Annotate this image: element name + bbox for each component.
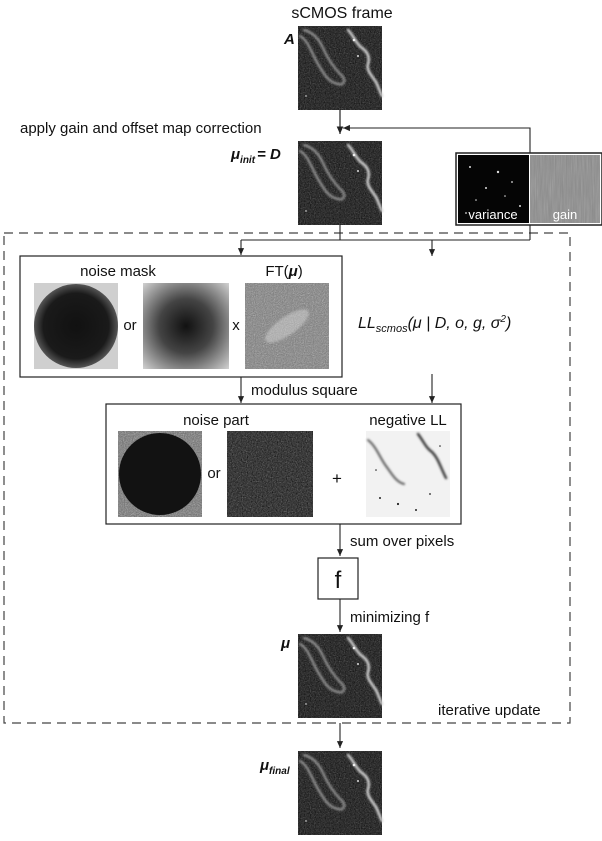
step-gain-offset: apply gain and offset map correction (20, 120, 262, 137)
frame-a-image (298, 26, 382, 110)
mu-final-label: μfinal (259, 757, 290, 777)
f-label: f (335, 567, 342, 594)
step-modulus: modulus square (251, 382, 358, 399)
variance-label: variance (468, 207, 517, 222)
noise-part-image-1 (118, 431, 202, 517)
mu-image (298, 634, 382, 718)
iterative-region (3, 232, 571, 724)
arrow-maps-to-correction (343, 124, 531, 154)
negative-ll-title: negative LL (369, 412, 447, 429)
gain-label: gain (553, 207, 578, 222)
calibration-maps: variance gain (455, 152, 602, 226)
times-label: x (232, 317, 240, 334)
ll-formula: LLscmos(μ | D, o, g, σ2) (358, 314, 511, 335)
negative-ll-image (366, 431, 450, 517)
frame-a-label: A (283, 31, 295, 48)
mu-init-image (298, 141, 382, 225)
plus-label: + (332, 469, 342, 488)
or-label-1: or (123, 317, 136, 334)
mu-final-image (298, 751, 382, 835)
noise-mask-title: noise mask (80, 263, 156, 280)
ft-mu-label: FT(μ) (265, 263, 302, 280)
f-box (317, 557, 359, 600)
ft-image (245, 283, 329, 369)
title: sCMOS frame (291, 5, 392, 22)
noise-part-image-2 (227, 431, 313, 517)
mu-label: μ (280, 635, 290, 652)
step-sum: sum over pixels (350, 533, 454, 550)
noise-part-title: noise part (183, 412, 250, 429)
soft-mask-image (143, 283, 229, 369)
hard-mask-image (34, 283, 118, 369)
or-label-2: or (207, 465, 220, 482)
iterative-update-label: iterative update (438, 702, 541, 719)
step-minimize: minimizing f (350, 609, 430, 626)
mu-init-label: μinit = D (230, 146, 281, 166)
